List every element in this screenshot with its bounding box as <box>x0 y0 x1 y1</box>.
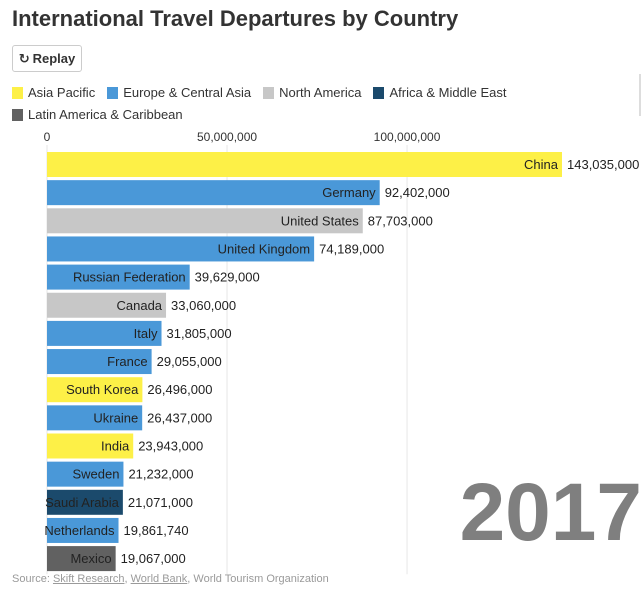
legend-label: Africa & Middle East <box>389 85 507 100</box>
legend-swatch <box>12 87 23 99</box>
bar-value-label: 19,861,740 <box>124 523 189 538</box>
bar <box>47 546 116 572</box>
bar-value-label: 143,035,000 <box>567 157 639 172</box>
bar-value-label: 26,437,000 <box>147 410 212 425</box>
scroll-edge <box>639 74 641 116</box>
source-link-skift[interactable]: Skift Research <box>52 573 125 585</box>
bar <box>47 264 190 290</box>
x-tick-label: 0 <box>44 130 51 144</box>
bar-value-label: 33,060,000 <box>171 298 236 313</box>
legend-label: Latin America & Caribbean <box>28 107 183 122</box>
bar-category-label: United States <box>281 213 360 228</box>
legend-swatch <box>263 87 275 99</box>
replay-button[interactable]: ↻ Replay <box>12 45 82 72</box>
bar <box>47 405 143 431</box>
legend-swatch <box>107 87 119 99</box>
legend-label: North America <box>279 85 362 100</box>
bar-category-label: United Kingdom <box>218 241 311 256</box>
x-tick-label: 50,000,000 <box>197 130 257 144</box>
legend-swatch <box>12 109 23 121</box>
bar <box>47 236 315 262</box>
bar-value-label: 39,629,000 <box>195 270 260 285</box>
source-note: Source: Skift Research, World Bank, Worl… <box>12 573 329 585</box>
bar-value-label: 74,189,000 <box>319 241 384 256</box>
bar-category-label: Germany <box>322 185 376 200</box>
legend-item: North America <box>263 83 361 103</box>
legend-label: Asia Pacific <box>28 85 96 100</box>
bar-category-label: Ukraine <box>93 410 138 425</box>
bar-value-label: 92,402,000 <box>385 185 450 200</box>
bar <box>47 433 134 459</box>
bar-category-label: Mexico <box>70 551 111 566</box>
bar-category-label: Italy <box>134 326 158 341</box>
source-link-worldbank[interactable]: World Bank <box>130 573 188 585</box>
bar-category-label: Netherlands <box>44 523 115 538</box>
bar-value-label: 87,703,000 <box>368 213 433 228</box>
replay-label: Replay <box>32 51 76 66</box>
legend-label: Europe & Central Asia <box>123 85 252 100</box>
source-prefix: Source: <box>12 573 53 585</box>
bar-category-label: India <box>101 439 130 454</box>
replay-icon: ↻ <box>18 50 30 66</box>
bar-value-label: 31,805,000 <box>167 326 232 341</box>
bar-value-label: 26,496,000 <box>147 382 212 397</box>
bar-category-label: China <box>524 157 559 172</box>
bar <box>47 461 124 487</box>
bar-value-label: 23,943,000 <box>138 439 203 454</box>
bar-value-label: 29,055,000 <box>157 354 222 369</box>
legend-item: Europe & Central Asia <box>107 83 251 103</box>
x-tick-label: 100,000,000 <box>374 130 441 144</box>
bar-category-label: Sweden <box>72 467 119 482</box>
legend-item: Latin America & Caribbean <box>12 105 183 125</box>
bar <box>47 320 162 346</box>
bar <box>47 377 143 403</box>
bar-category-label: Russian Federation <box>73 270 186 285</box>
bar <box>47 349 152 375</box>
legend: Asia Pacific Europe & Central Asia North A… <box>12 83 612 127</box>
bar-category-label: Saudi Arabia <box>45 495 119 510</box>
bar-category-label: South Korea <box>66 382 139 397</box>
legend-swatch <box>373 87 385 99</box>
legend-item: Asia Pacific <box>12 83 95 103</box>
bar <box>47 208 363 234</box>
bar <box>47 152 562 177</box>
year-label: 2017 <box>460 467 642 558</box>
bar <box>47 517 119 543</box>
bar-value-label: 19,067,000 <box>121 551 186 566</box>
source-suffix: , World Tourism Organization <box>187 573 329 585</box>
bar-value-label: 21,071,000 <box>128 495 193 510</box>
bar-value-label: 21,232,000 <box>128 467 193 482</box>
bar <box>47 489 123 515</box>
bar-category-label: France <box>107 354 147 369</box>
bar <box>47 180 380 206</box>
source-sep: , <box>124 573 131 585</box>
legend-item: Africa & Middle East <box>373 83 507 103</box>
bar-chart: 0 50,000,000 100,000,000 2017 China 143,035,0… <box>44 130 642 575</box>
bar <box>47 292 167 318</box>
chart-title: International Travel Departures by Count… <box>12 6 459 31</box>
bar-category-label: Canada <box>116 298 162 313</box>
